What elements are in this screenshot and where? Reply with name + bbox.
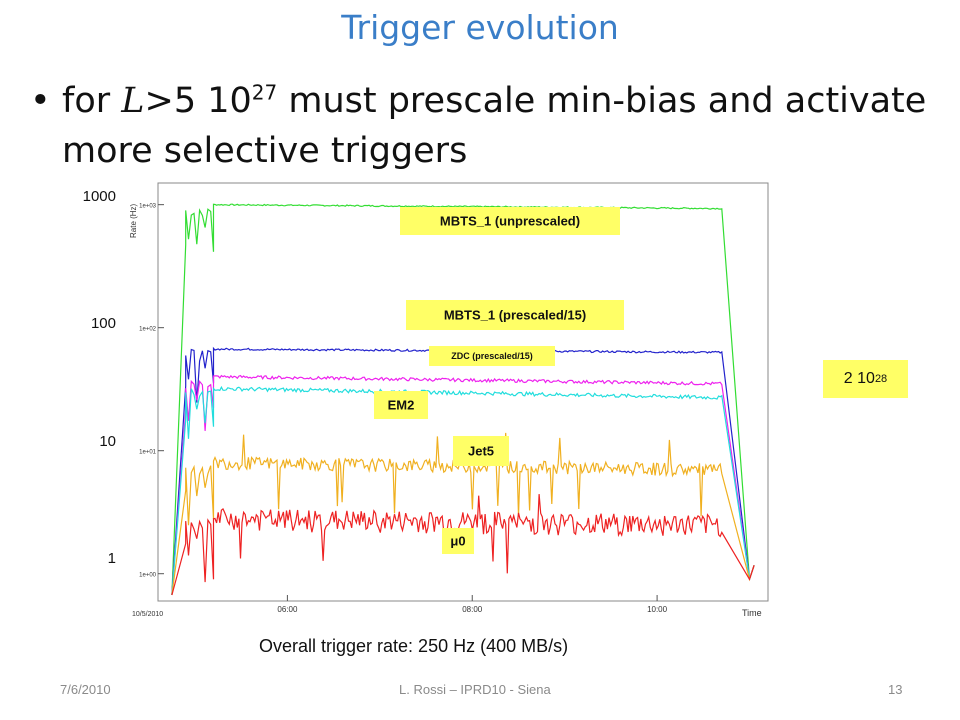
y-outer-label: 10 [99,433,116,450]
series-label-box [442,528,474,554]
x-axis-label: Time [742,608,762,618]
series-label: μ0 [450,534,465,549]
luminosity-note: 2 10 28 [823,360,908,398]
y-axis-label: Rate (Hz) [129,203,138,238]
label-layer: MBTS_1 (unprescaled) MBTS_1 (prescaled/15… [374,207,624,554]
footer-page: 13 [888,682,903,697]
bullet-text: for L>5 1027 must prescale min-bias and … [62,76,942,176]
bullet-mid: >5 10 [144,81,252,121]
plot-frame [157,182,769,602]
y-tick-layer: 1e+03 1e+02 1e+01 1e+00 [139,204,164,579]
series-label: MBTS_1 (unprescaled) [440,214,580,229]
series-label: ZDC (prescaled/15) [451,351,533,361]
series-line [171,374,755,596]
note-base: 2 10 [843,370,875,387]
x-tick-label: 06:00 [277,605,298,614]
date-label: 10/5/2010 [132,611,163,618]
note-exponent: 28 [874,373,888,385]
series-line [171,385,755,596]
y-tick-label: 1e+01 [139,450,157,456]
y-tick-label: 1e+00 [139,573,157,579]
y-tick-label: 1e+02 [139,327,157,333]
trigger-rate-chart: MBTS_1 (unprescaled) MBTS_1 (prescaled/15… [128,178,778,618]
x-tick-label: 10:00 [647,605,668,614]
summary-text: Overall trigger rate: 250 Hz (400 MB/s) [259,636,569,656]
bullet-exponent: 27 [251,80,278,105]
y-outer-label: 100 [90,315,116,332]
footer-author: L. Rossi – IPRD10 - Siena [399,682,551,697]
footer-date: 7/6/2010 [60,682,111,697]
series-label-box [400,207,620,235]
luminosity-symbol: L [121,81,145,121]
y-outer-label: 1 [107,550,116,567]
slide-title: Trigger evolution [341,8,619,47]
bullet-suffix: must prescale min-bias and activate more… [62,81,927,171]
bullet-prefix: for [62,81,122,121]
series-label-box [453,436,509,466]
series-line [171,432,755,596]
series-label-box [374,391,428,419]
y-outer-label: 1000 [82,188,116,205]
x-tick-layer: 06:00 08:00 10:00 [277,595,668,614]
bullet-dot-icon: • [30,81,51,121]
series-label: EM2 [388,398,415,413]
series-line [171,494,755,596]
y-tick-label: 1e+03 [139,204,157,210]
series-label-box [406,300,624,330]
series-label: MBTS_1 (prescaled/15) [444,308,586,323]
series-line [171,203,755,596]
x-tick-label: 08:00 [462,605,483,614]
series-label: Jet5 [468,444,494,459]
series-label-box [429,346,555,366]
